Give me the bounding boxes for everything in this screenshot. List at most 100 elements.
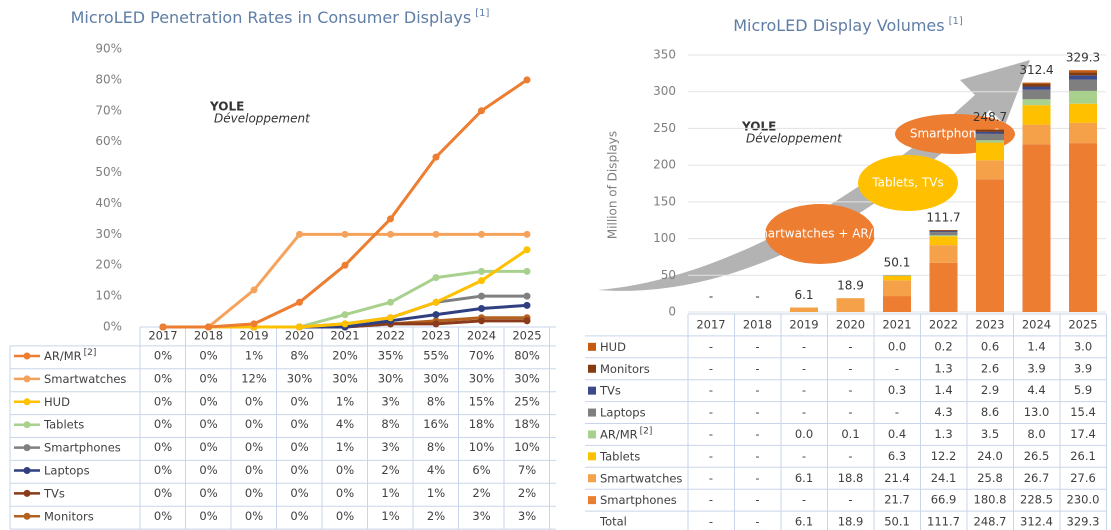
legend-swatch: [588, 496, 596, 505]
table-cell: 0%: [199, 371, 217, 385]
legend-name: Smartphones: [600, 493, 677, 507]
table-cell: 66.9: [931, 493, 957, 507]
x-tick-label: 2019: [239, 329, 268, 343]
table-cell: 6.3: [888, 449, 906, 463]
annotation: Tablets, TVs: [871, 176, 943, 190]
legend-label: HUD: [44, 394, 70, 408]
total-label: 248.7: [973, 110, 1007, 124]
bar-segment: [883, 296, 911, 312]
table-cell: 8%: [290, 349, 308, 363]
bar-segment: [1069, 122, 1097, 144]
point: [159, 323, 167, 331]
table-cell: -: [709, 449, 713, 463]
bar-segment: [976, 160, 1004, 180]
table-cell: -: [802, 405, 806, 419]
table-cell: 0%: [199, 509, 217, 523]
table-cell: 0%: [245, 417, 263, 431]
bar-segment: [1069, 103, 1097, 123]
table-cell: -: [802, 339, 806, 353]
table-cell: 3.5: [981, 427, 999, 441]
bar-segment: [790, 307, 818, 312]
table-cell: 15%: [469, 394, 495, 408]
table-cell: 0.0: [888, 339, 906, 353]
point: [478, 267, 485, 275]
legend-name: AR/MR: [44, 349, 82, 363]
bar-segment: [929, 232, 958, 236]
table-cell: 1.4: [1027, 339, 1045, 353]
table-cell: -: [755, 427, 759, 441]
table-cell: 0%: [199, 349, 217, 363]
table-cell: -: [709, 339, 713, 353]
table-cell: 2.9: [981, 383, 999, 397]
legend-label: Laptops: [44, 463, 90, 477]
point: [523, 76, 531, 84]
table-cell: 6.1: [795, 471, 813, 485]
table-cell: 4.4: [1027, 383, 1045, 397]
table-cell: 0.4: [888, 427, 906, 441]
bar-segment: [976, 179, 1004, 312]
bar-segment: [1022, 144, 1051, 312]
table-cell: -: [802, 449, 806, 463]
point: [341, 230, 349, 238]
total-label: -: [755, 290, 759, 304]
table-cell: 18%: [514, 417, 540, 431]
legend-note: [2]: [640, 426, 653, 436]
y-tick-label: 0: [668, 305, 676, 319]
table-cell: -: [709, 515, 713, 529]
table-cell: -: [709, 361, 713, 375]
bar-segment: [976, 133, 1004, 141]
table-cell: 26.7: [1024, 471, 1050, 485]
x-tick-label: 2018: [194, 329, 223, 343]
table-cell: -: [802, 361, 806, 375]
legend-name: Monitors: [44, 509, 94, 523]
table-cell: 18%: [469, 417, 495, 431]
table-cell: 0%: [199, 417, 217, 431]
point: [432, 153, 440, 161]
table-cell: 3%: [472, 509, 490, 523]
table-cell: 3%: [381, 440, 399, 454]
legend-label: AR/MR [2]: [600, 426, 652, 441]
table-cell: 0%: [199, 463, 217, 477]
table-cell: -: [755, 515, 759, 529]
y-tick-label: 20%: [95, 258, 122, 272]
title-note: [1]: [475, 8, 489, 19]
point: [523, 317, 531, 325]
table-cell: 8%: [381, 417, 399, 431]
y-tick-label: 200: [653, 158, 676, 172]
y-tick-label: 350: [653, 48, 676, 62]
x-tick-label: 2020: [836, 317, 865, 331]
bar-segment: [929, 236, 958, 246]
legend-name: Smartwatches: [44, 371, 126, 385]
legend-name: AR/MR: [600, 427, 638, 441]
table-cell: 0%: [290, 440, 308, 454]
logo: YOLE Développement YOLE Développement: [209, 100, 843, 146]
y-tick-label: 50%: [95, 165, 122, 179]
table-cell: 0%: [245, 486, 263, 500]
legend-swatch: [588, 342, 596, 351]
table-cell: 24.0: [977, 449, 1003, 463]
table-cell: 1%: [336, 440, 354, 454]
table-cell: 17.4: [1070, 427, 1096, 441]
legend-swatch: [23, 375, 31, 383]
x-tick-label: 2022: [929, 317, 958, 331]
point: [341, 320, 349, 328]
legend-note: [2]: [84, 348, 97, 358]
table-cell: -: [709, 493, 713, 507]
legend-label: Smartwatches: [600, 471, 682, 485]
legend-name: Monitors: [600, 361, 650, 375]
logo-text: YOLE: [741, 120, 776, 134]
table-cell: 230.0: [1067, 493, 1100, 507]
table-cell: -: [895, 361, 899, 375]
point: [478, 317, 485, 325]
table-cell: 1.3: [934, 361, 952, 375]
legend-name: HUD: [44, 394, 70, 408]
legend-swatch: [23, 467, 31, 474]
table-cell: 2%: [518, 486, 536, 500]
chart-title: MicroLED Display Volumes [1]: [733, 16, 963, 35]
legend-swatch: [588, 452, 596, 461]
legend-name: Smartwatches: [600, 471, 682, 485]
legend-swatch: [588, 430, 596, 439]
table-cell: -: [895, 405, 899, 419]
table-cell: 4.3: [934, 405, 952, 419]
